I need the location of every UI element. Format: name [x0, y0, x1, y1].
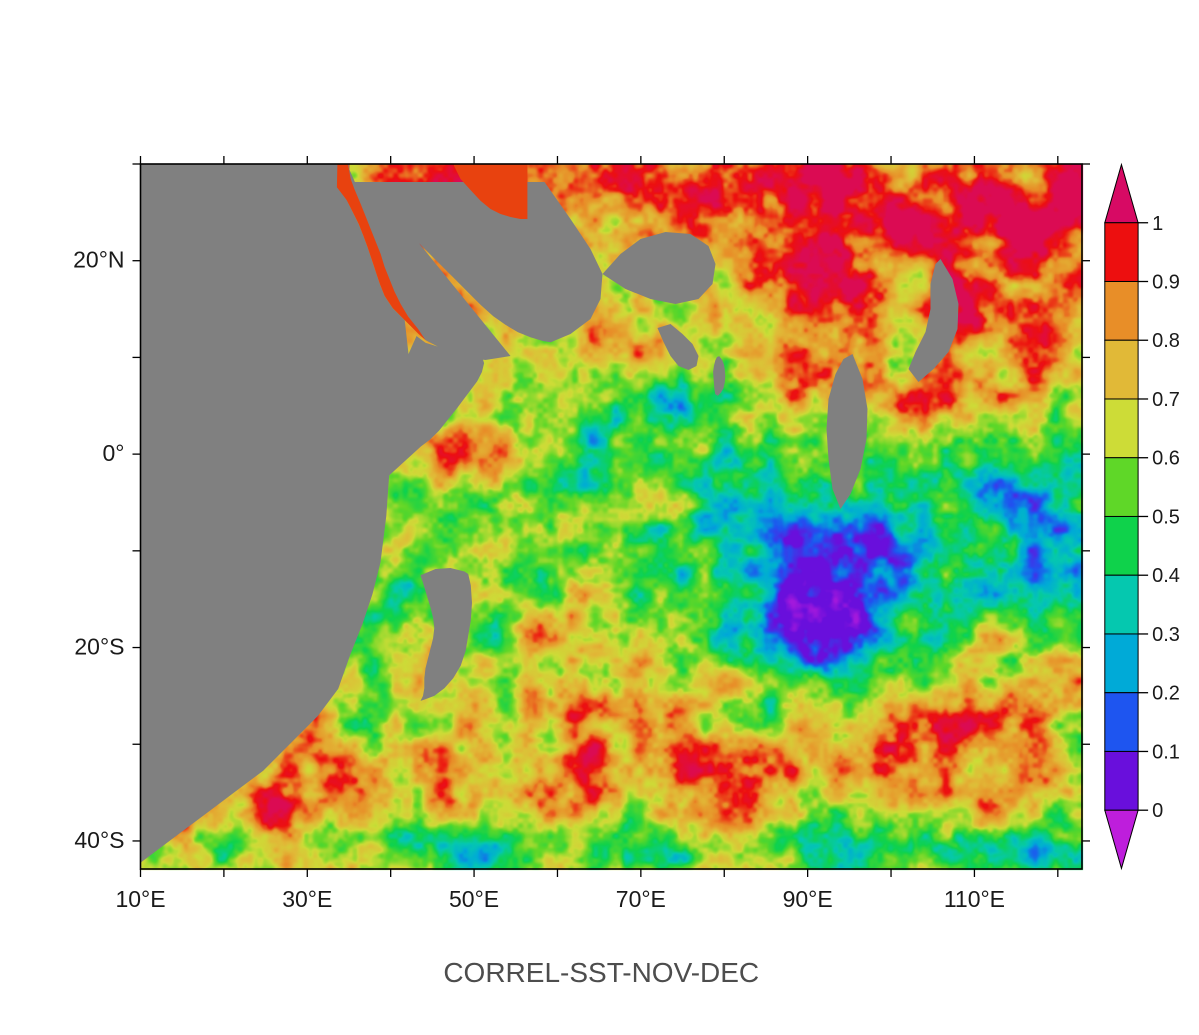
svg-text:30°E: 30°E: [282, 886, 332, 912]
svg-text:0.4: 0.4: [1152, 565, 1180, 587]
svg-text:10°E: 10°E: [115, 886, 165, 912]
svg-text:0°: 0°: [103, 440, 125, 466]
svg-text:0.6: 0.6: [1152, 448, 1180, 470]
svg-text:20°S: 20°S: [74, 634, 124, 660]
svg-text:50°E: 50°E: [449, 886, 499, 912]
svg-text:110°E: 110°E: [944, 886, 1005, 912]
svg-text:0.8: 0.8: [1152, 330, 1180, 352]
svg-text:90°E: 90°E: [783, 886, 833, 912]
svg-text:0.1: 0.1: [1152, 741, 1180, 763]
svg-text:20°N: 20°N: [73, 247, 124, 273]
svg-text:70°E: 70°E: [616, 886, 666, 912]
svg-text:1: 1: [1152, 213, 1163, 235]
svg-text:0.2: 0.2: [1152, 683, 1180, 705]
svg-text:CORREL-SST-NOV-DEC: CORREL-SST-NOV-DEC: [443, 957, 759, 988]
svg-text:0.7: 0.7: [1152, 389, 1180, 411]
svg-text:40°S: 40°S: [74, 827, 124, 853]
svg-text:0.9: 0.9: [1152, 271, 1180, 293]
svg-text:0.5: 0.5: [1152, 506, 1180, 528]
svg-text:0.3: 0.3: [1152, 624, 1180, 646]
svg-text:0: 0: [1152, 800, 1163, 822]
